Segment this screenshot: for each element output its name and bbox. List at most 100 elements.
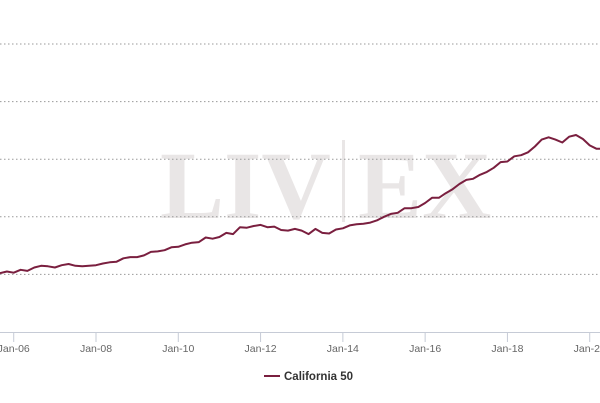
grid [0,43,600,275]
data-point[interactable] [560,141,564,145]
x-tick-label: Jan-12 [245,343,277,355]
data-point[interactable] [53,266,57,270]
data-point[interactable] [485,170,489,174]
data-point[interactable] [39,264,43,268]
data-point[interactable] [5,270,9,274]
data-point[interactable] [231,232,235,236]
legend[interactable]: California 50 [264,371,353,383]
data-point[interactable] [499,160,503,164]
data-point[interactable] [279,228,283,232]
data-point[interactable] [416,205,420,209]
data-point[interactable] [512,154,516,158]
x-tick-label: Jan-16 [409,343,441,355]
data-point[interactable] [25,269,29,273]
data-point[interactable] [149,250,153,254]
data-point[interactable] [211,237,215,241]
data-point[interactable] [46,264,50,268]
data-point[interactable] [60,263,64,267]
data-point[interactable] [313,227,317,231]
data-point[interactable] [108,260,112,264]
x-tick-label: Jan-08 [80,343,112,355]
data-point[interactable] [533,145,537,149]
data-point[interactable] [540,138,544,142]
data-point[interactable] [341,226,345,230]
data-point[interactable] [135,255,139,259]
data-point[interactable] [87,264,91,268]
data-point[interactable] [224,231,228,235]
data-point[interactable] [334,228,338,232]
data-point[interactable] [252,224,256,228]
data-point[interactable] [526,150,530,154]
data-point[interactable] [505,160,509,164]
data-point[interactable] [217,235,221,239]
data-point[interactable] [128,255,132,259]
data-point[interactable] [375,218,379,222]
data-point[interactable] [451,187,455,191]
data-point[interactable] [163,248,167,252]
data-point[interactable] [204,236,208,240]
data-point[interactable] [176,245,180,249]
data-point[interactable] [80,264,84,268]
data-point[interactable] [259,223,263,227]
data-point[interactable] [190,241,194,245]
data-point[interactable] [73,264,77,268]
data-point[interactable] [300,229,304,233]
data-point[interactable] [156,249,160,253]
series-line-california-50[interactable] [0,134,600,275]
data-point[interactable] [553,138,557,142]
data-point[interactable] [581,137,585,141]
legend-label[interactable]: California 50 [284,371,353,383]
data-point[interactable] [588,143,592,147]
data-point[interactable] [444,191,448,195]
data-point[interactable] [101,262,105,266]
data-point[interactable] [423,201,427,205]
data-point[interactable] [492,166,496,170]
data-point[interactable] [519,153,523,157]
data-point[interactable] [12,271,16,275]
x-tick-label: Jan-18 [491,343,523,355]
data-point[interactable] [396,211,400,215]
data-point[interactable] [471,177,475,181]
data-point[interactable] [368,221,372,225]
data-point[interactable] [478,173,482,177]
data-point[interactable] [389,212,393,216]
data-point[interactable] [121,256,125,260]
data-point[interactable] [32,266,36,270]
data-point[interactable] [238,225,242,229]
data-point[interactable] [67,262,71,266]
x-tick-label: Jan-10 [162,343,194,355]
data-point[interactable] [169,245,173,249]
data-point[interactable] [307,232,311,236]
data-point[interactable] [286,229,290,233]
data-point[interactable] [361,222,365,226]
data-point[interactable] [547,135,551,139]
x-axis: Jan-06 Jan-08 Jan-10 Jan-12 Jan-14 Jan-16 Jan-… [0,332,600,355]
data-point[interactable] [574,133,578,137]
data-point[interactable] [183,242,187,246]
livex-watermark-logo: LIV EX [160,132,491,239]
data-point[interactable] [320,231,324,235]
data-point[interactable] [382,215,386,219]
data-point[interactable] [19,268,23,272]
data-point[interactable] [403,206,407,210]
data-point[interactable] [197,240,201,244]
data-point[interactable] [265,225,269,229]
data-point[interactable] [355,222,359,226]
data-point[interactable] [430,196,434,200]
data-point[interactable] [567,135,571,139]
data-point[interactable] [464,178,468,182]
data-point[interactable] [272,225,276,229]
x-tick-label: Jan-06 [0,343,30,355]
data-point[interactable] [409,206,413,210]
data-point[interactable] [245,226,249,230]
data-point[interactable] [293,227,297,231]
data-point[interactable] [115,260,119,264]
data-point[interactable] [437,196,441,200]
series-layer [0,133,600,275]
data-point[interactable] [327,232,331,236]
data-point[interactable] [348,223,352,227]
data-point[interactable] [142,253,146,257]
data-point[interactable] [94,263,98,267]
data-point[interactable] [457,182,461,186]
